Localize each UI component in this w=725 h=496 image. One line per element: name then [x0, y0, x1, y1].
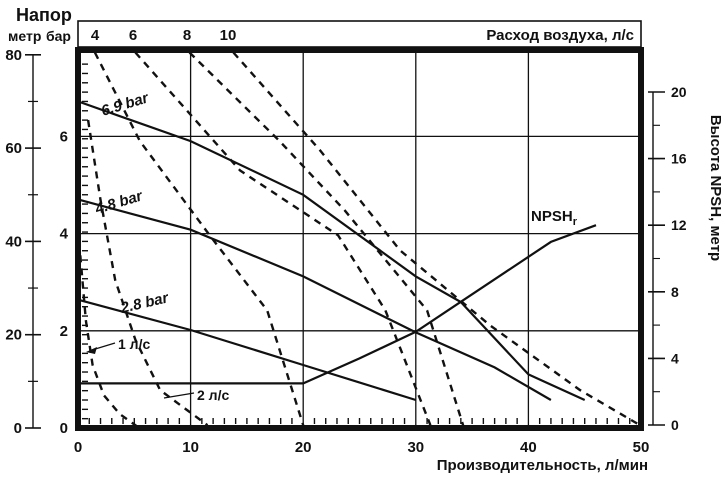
- top-axis-box: [77, 20, 642, 48]
- grid-lines: [78, 50, 641, 428]
- bottom-axis-tick-label: 40: [520, 439, 537, 456]
- left-axis-unit-bar: бар: [46, 28, 71, 44]
- npsh-r-curve: [78, 224, 597, 385]
- right-axis-label: 0: [671, 417, 679, 433]
- bottom-axis-tick-label: 30: [407, 439, 424, 456]
- plot-frame: [75, 47, 644, 431]
- left-axis-m-label: 20: [5, 327, 22, 344]
- pressure-curve-2.8-bar: [77, 298, 417, 402]
- top-axis-title: Расход воздуха, л/с: [486, 27, 634, 44]
- label-curve-4-8-bar: 4.8 bar: [92, 187, 145, 218]
- pressure-curves: [77, 100, 586, 402]
- leader-line-2ls: [163, 392, 195, 399]
- right-ruler: 20 16 12 8 4 0: [648, 84, 687, 433]
- top-axis-tick-label: 10: [220, 27, 237, 44]
- bottom-axis-labels: 0 10 20 30 40 50: [74, 439, 650, 456]
- pressure-curve-4.8-bar: [77, 198, 552, 401]
- npsh-curve: [78, 224, 597, 385]
- left-axis-bar-label: 6: [60, 128, 68, 145]
- bottom-axis-tick-label: 10: [182, 439, 199, 456]
- left-axis-title: Напор: [16, 5, 72, 25]
- air-curve-4-л/с: [93, 51, 305, 426]
- bottom-axis-title: Производительность, л/мин: [437, 457, 648, 474]
- right-axis-label: 8: [671, 284, 679, 300]
- left-axis-m-label: 60: [5, 140, 22, 157]
- left-axis-bar-label: 2: [60, 323, 68, 340]
- right-axis-label: 12: [671, 217, 687, 233]
- top-axis-tick-label: 8: [183, 27, 191, 44]
- top-axis-tick-label: 6: [129, 27, 137, 44]
- label-npsh-curve: NPSHr: [531, 208, 578, 228]
- left-axis-m-label: 80: [5, 47, 22, 64]
- leader-line-1ls: [86, 342, 116, 354]
- label-curve-2-8-bar: 2.8 bar: [118, 289, 171, 317]
- air-curve-8-л/с: [188, 51, 465, 426]
- air-curve-10-л/с: [232, 51, 639, 425]
- left-axis-unit-m: метр: [8, 28, 41, 44]
- right-axis-title: Высота NPSH, метр: [707, 115, 724, 261]
- top-axis-ticks: 4 6 8 10: [91, 27, 237, 44]
- label-air-1ls: 1 л/с: [118, 336, 150, 352]
- label-air-2ls: 2 л/с: [197, 387, 229, 403]
- bottom-axis-tick-label: 20: [295, 439, 312, 456]
- right-axis-label: 16: [671, 151, 687, 167]
- pressure-curve-6.9-bar: [77, 100, 586, 402]
- air-consumption-curves: [79, 51, 639, 428]
- left-axis-m-label: 40: [5, 233, 22, 250]
- left-axis-bar-label: 0: [60, 420, 68, 437]
- air-curve-6-л/с: [134, 51, 432, 426]
- label-curve-6-9-bar: 6.9 bar: [99, 89, 151, 120]
- air-curve-2-л/с: [86, 119, 209, 427]
- air-curve-1-л/с: [79, 255, 138, 428]
- bottom-axis-tick-label: 0: [74, 439, 82, 456]
- bottom-axis-tick-label: 50: [633, 439, 650, 456]
- top-axis-tick-label: 4: [91, 27, 100, 44]
- left-axis-bar-label: 4: [60, 226, 69, 243]
- right-axis-label: 4: [671, 350, 679, 366]
- left-axis-m-label: 0: [14, 420, 22, 437]
- right-axis-label: 20: [671, 84, 687, 100]
